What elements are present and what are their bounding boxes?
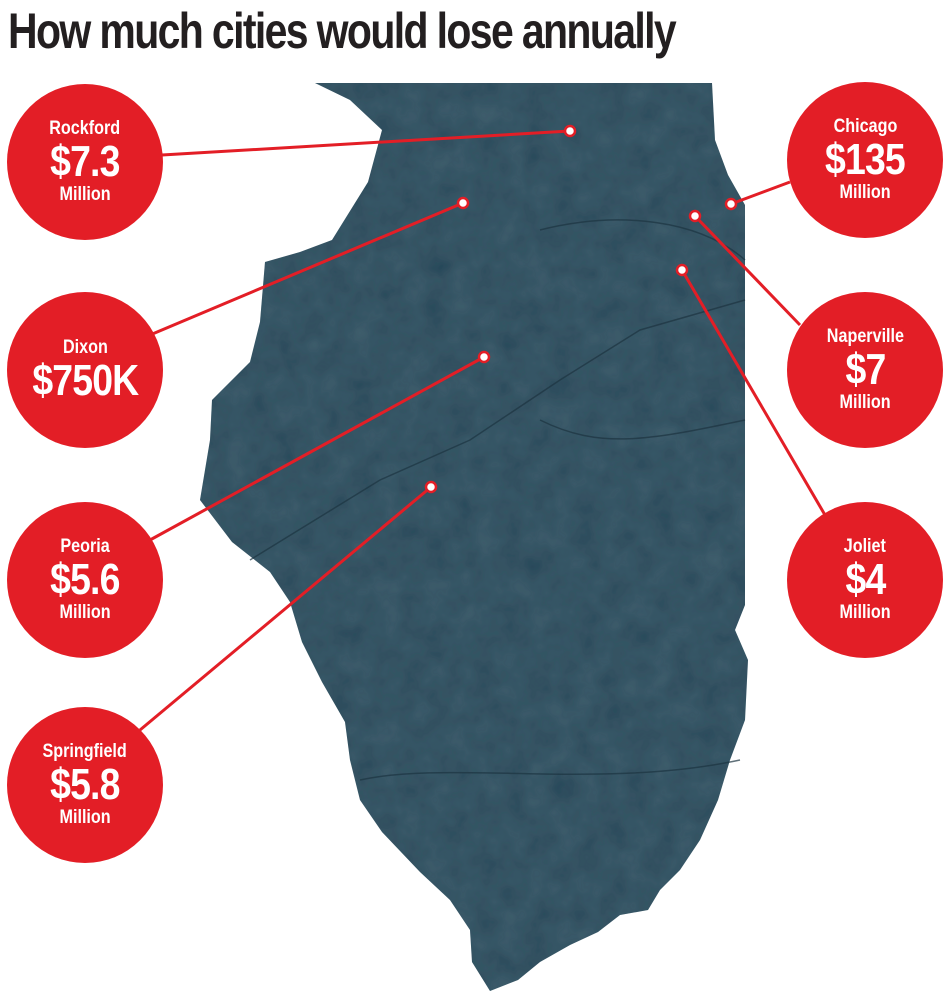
city-name: Peoria	[60, 536, 110, 557]
loss-amount: $135	[825, 135, 906, 184]
city-marker-dixon	[456, 196, 470, 210]
loss-unit: Million	[59, 602, 111, 623]
city-marker-naperville	[688, 209, 702, 223]
loss-amount: $7.3	[50, 137, 120, 186]
loss-unit: Million	[839, 392, 891, 413]
leader-line-peoria	[149, 355, 485, 542]
city-badge-dixon: Dixon $750K	[7, 292, 163, 448]
leader-line-springfield	[139, 485, 432, 732]
city-badge-rockford: Rockford $7.3 Million	[7, 84, 163, 240]
loss-amount: $7	[845, 345, 886, 394]
city-badge-joliet: Joliet $4 Million	[787, 502, 943, 658]
city-marker-chicago	[724, 197, 738, 211]
city-name: Springfield	[42, 741, 128, 762]
page-title: How much cities would lose annually	[8, 3, 677, 59]
leader-line-dixon	[149, 201, 464, 337]
loss-amount: $750K	[32, 356, 139, 405]
city-badge-chicago: Chicago $135 Million	[787, 82, 943, 238]
loss-amount: $4	[845, 555, 886, 604]
city-name: Naperville	[826, 326, 904, 347]
city-badge-peoria: Peoria $5.6 Million	[7, 502, 163, 658]
city-badge-naperville: Naperville $7 Million	[787, 292, 943, 448]
loss-amount: $5.8	[50, 760, 120, 809]
city-marker-joliet	[675, 263, 689, 277]
loss-amount: $5.6	[50, 555, 120, 604]
city-marker-rockford	[563, 124, 577, 138]
loss-unit: Million	[839, 182, 891, 203]
city-name: Chicago	[833, 116, 897, 137]
loss-unit: Million	[839, 602, 891, 623]
leader-line-naperville	[693, 214, 802, 327]
loss-unit: Million	[59, 184, 111, 205]
city-name: Dixon	[62, 337, 108, 358]
city-name: Rockford	[49, 118, 121, 139]
leader-line-rockford	[161, 129, 571, 157]
city-name: Joliet	[843, 536, 887, 557]
state-outline	[200, 83, 748, 991]
rivers	[249, 219, 746, 781]
city-marker-springfield	[424, 480, 438, 494]
leader-line-joliet	[680, 269, 827, 516]
loss-unit: Million	[59, 807, 111, 828]
leader-line-chicago	[730, 180, 791, 206]
city-marker-peoria	[477, 350, 491, 364]
city-badge-springfield: Springfield $5.8 Million	[7, 707, 163, 863]
